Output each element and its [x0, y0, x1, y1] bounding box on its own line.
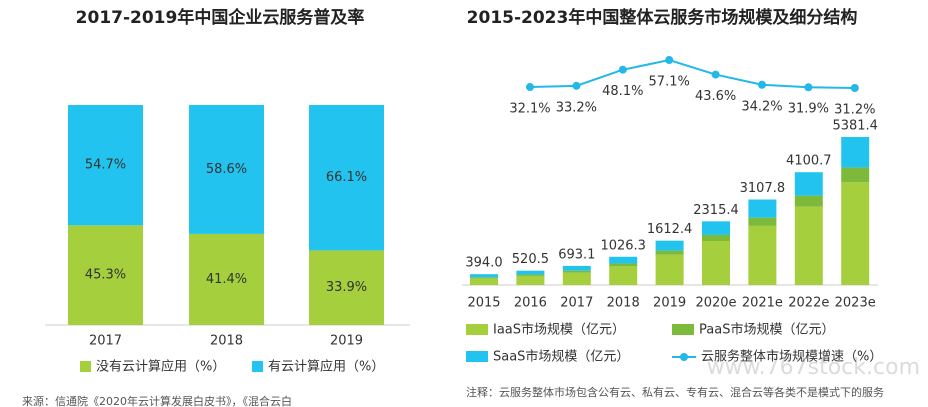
total-label: 5381.4: [832, 119, 878, 134]
bar-segment: [748, 217, 777, 226]
bar-segment: [562, 270, 591, 273]
bar-segment: [794, 172, 823, 196]
total-label: 520.5: [512, 252, 549, 267]
data-label: 66.1%: [326, 170, 367, 185]
growth-point: [711, 70, 720, 79]
growth-point: [758, 80, 766, 89]
x-tick-label: 2016: [514, 296, 547, 311]
growth-label: 33.2%: [556, 100, 597, 115]
x-tick-label: 2018: [607, 296, 640, 311]
data-label: 45.3%: [85, 268, 126, 283]
x-tick-label: 2021e: [742, 296, 783, 311]
growth-line: [529, 58, 855, 89]
bar-segment: [702, 221, 730, 235]
growth-label: 48.1%: [602, 84, 643, 99]
source: 来源：信通院《2020年云计算发展白皮书》，《混合云白: [22, 394, 292, 407]
bar-segment: [516, 275, 545, 285]
x-tick-label: 2019: [330, 334, 363, 349]
bar-segment: [470, 278, 498, 285]
legend-label: 没有云计算应用（%）: [96, 359, 225, 375]
x-tick-label: 2017: [560, 296, 593, 311]
legend-swatch: [672, 324, 694, 335]
total-label: 3107.8: [740, 181, 786, 196]
total-label: 693.1: [558, 247, 595, 262]
x-tick-label: 2020e: [695, 296, 736, 311]
bar-segment: [562, 272, 591, 285]
growth-label: 31.9%: [788, 102, 829, 117]
legend-marker: [680, 353, 688, 361]
legend-swatch: [466, 351, 488, 362]
legend-label: 有云计算应用（%）: [268, 359, 384, 375]
bar-segment: [609, 256, 638, 264]
left-title: 2017-2019年中国企业云服务普及率: [76, 7, 365, 28]
total-label: 394.0: [465, 256, 502, 271]
growth-label: 43.6%: [695, 89, 736, 104]
bar-segment: [609, 263, 638, 267]
legend-swatch: [252, 361, 263, 372]
right-title: 2015-2023年中国整体云服务市场规模及细分结构: [467, 7, 858, 28]
bar-segment: [655, 250, 684, 255]
growth-label: 34.2%: [741, 99, 782, 114]
x-tick-label: 2023e: [835, 296, 876, 311]
data-label: 58.6%: [206, 162, 247, 177]
legend-swatch: [466, 324, 488, 335]
legend-label: SaaS市场规模（亿元）: [493, 349, 629, 365]
growth-point: [665, 56, 674, 64]
growth-point: [618, 65, 627, 74]
bar-segment: [748, 225, 777, 285]
bar-segment: [516, 270, 545, 275]
growth-point: [804, 83, 813, 92]
growth-label: 31.2%: [834, 103, 875, 118]
data-label: 54.7%: [85, 158, 126, 173]
bar-segment: [470, 274, 498, 278]
legend-label: 云服务整体市场规模增速（%）: [701, 349, 882, 365]
growth-label: 32.1%: [509, 102, 550, 117]
growth-point: [572, 81, 581, 90]
bar-segment: [748, 199, 777, 218]
data-label: 33.9%: [326, 280, 367, 295]
note: 注释：云服务整体市场包含公有云、私有云、专有云、混合云等各类不是模式下的服务: [466, 385, 884, 399]
bar-segment: [309, 250, 384, 325]
bar-segment: [841, 182, 870, 285]
bar-segment: [841, 137, 870, 168]
x-tick-label: 2017: [89, 334, 122, 349]
legend-label: PaaS市场规模（亿元）: [699, 322, 834, 338]
bar-segment: [609, 266, 638, 285]
bar-segment: [794, 195, 823, 207]
legend-label: IaaS市场规模（亿元）: [493, 322, 625, 338]
bar-segment: [841, 167, 870, 183]
total-label: 2315.4: [693, 203, 739, 218]
bar-segment: [562, 265, 591, 271]
legend-swatch: [80, 361, 91, 372]
bar-segment: [189, 233, 264, 325]
growth-label: 57.1%: [649, 75, 690, 90]
bar-segment: [516, 274, 545, 276]
watermark: www.767stock.com: [707, 355, 920, 380]
total-label: 4100.7: [786, 154, 832, 169]
bar-segment: [68, 225, 143, 325]
x-tick-label: 2015: [467, 296, 500, 311]
bar-segment: [470, 277, 498, 279]
bar-segment: [189, 105, 264, 234]
data-label: 41.4%: [206, 272, 247, 287]
x-tick-label: 2022e: [788, 296, 829, 311]
bar-segment: [702, 240, 730, 285]
bar-segment: [68, 105, 143, 226]
bar-segment: [702, 234, 730, 241]
x-tick-label: 2019: [653, 296, 686, 311]
bar-segment: [309, 105, 384, 251]
growth-point: [850, 84, 859, 92]
bar-segment: [794, 206, 823, 285]
total-label: 1026.3: [600, 238, 646, 253]
bar-segment: [655, 254, 684, 285]
x-tick-label: 2018: [210, 334, 243, 349]
bar-segment: [655, 240, 684, 251]
total-label: 1612.4: [647, 222, 693, 237]
growth-point: [526, 83, 534, 92]
